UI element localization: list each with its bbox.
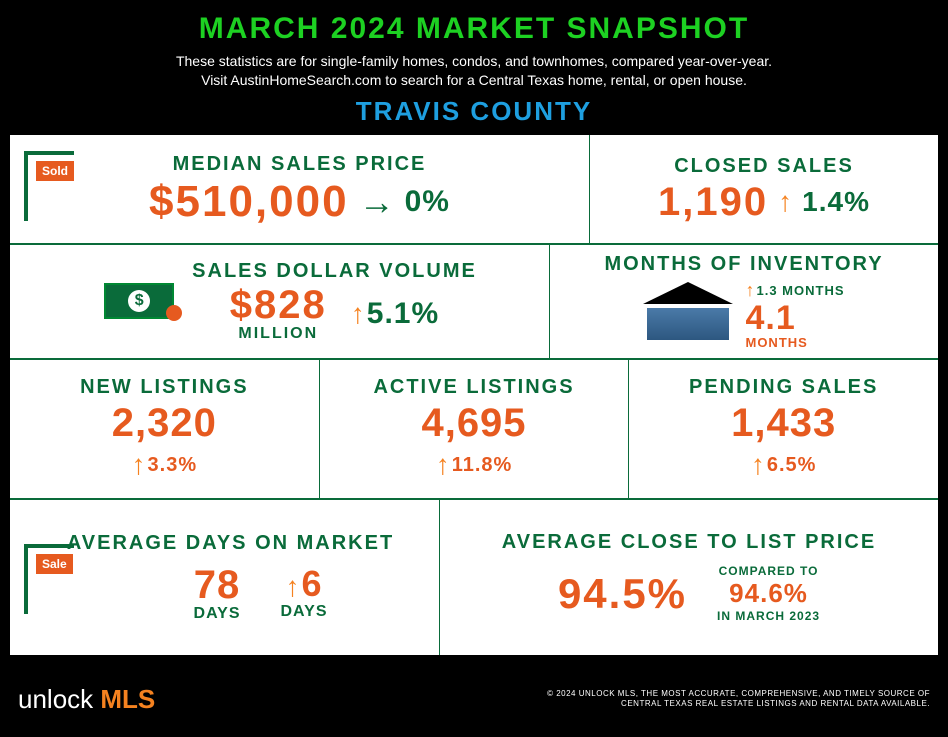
compare-prefix: COMPARED TO (719, 564, 819, 578)
stat-close-to-list: AVERAGE CLOSE TO LIST PRICE 94.5% COMPAR… (440, 500, 938, 655)
active-listings-value: 4,695 (421, 403, 526, 443)
dom-change-value: 6 (301, 566, 322, 602)
closed-sales-label: CLOSED SALES (674, 155, 854, 178)
dollar-volume-unit: MILLION (238, 325, 318, 343)
logo-text-a: unlock (18, 684, 100, 714)
inventory-label: MONTHS OF INVENTORY (604, 253, 883, 276)
footer-copyright: © 2024 UNLOCK MLS, THE MOST ACCURATE, CO… (510, 689, 930, 710)
sold-sign-icon: Sold (18, 151, 78, 221)
stat-days-on-market: Sale AVERAGE DAYS ON MARKET 78 DAYS ↑ 6 … (10, 500, 440, 655)
dollar-bill-icon: $ (104, 283, 174, 319)
new-listings-change: 3.3% (148, 454, 198, 477)
median-price-value: $510,000 (149, 180, 349, 224)
pending-sales-value: 1,433 (731, 403, 836, 443)
up-arrow-icon: ↑ (778, 186, 792, 218)
sale-sign-text: Sale (36, 554, 73, 574)
dom-change-unit: DAYS (281, 603, 328, 621)
header-subtitle: These statistics are for single-family h… (0, 52, 948, 90)
up-arrow-icon: ↑ (351, 298, 365, 330)
active-listings-change: 11.8% (452, 454, 513, 477)
header-title: MARCH 2024 MARKET SNAPSHOT (0, 12, 948, 46)
pending-sales-label: PENDING SALES (689, 376, 878, 399)
new-listings-label: NEW LISTINGS (80, 376, 248, 399)
compare-suffix: IN MARCH 2023 (717, 609, 820, 623)
stat-pending-sales: PENDING SALES 1,433 ↑ 6.5% (629, 360, 938, 498)
stats-panel: Sold MEDIAN SALES PRICE $510,000 → 0% CL… (10, 135, 938, 655)
up-arrow-icon: ↑ (285, 571, 299, 603)
stat-sales-dollar-volume: $ SALES DOLLAR VOLUME $828 MILLION ↑ 5.1… (10, 245, 550, 358)
header: MARCH 2024 MARKET SNAPSHOT These statist… (0, 0, 948, 135)
dom-value: 78 (194, 565, 241, 605)
unlock-mls-logo: unlock MLS (18, 684, 155, 715)
pending-sales-change: 6.5% (767, 454, 817, 477)
dom-unit: DAYS (194, 605, 241, 623)
house-icon (643, 290, 733, 340)
new-listings-value: 2,320 (112, 403, 217, 443)
median-price-label: MEDIAN SALES PRICE (173, 153, 427, 176)
dollar-volume-change: 5.1% (367, 297, 439, 331)
dollar-volume-label: SALES DOLLAR VOLUME (192, 260, 477, 283)
up-arrow-icon: ↑ (132, 449, 146, 481)
flat-arrow-icon: → (359, 181, 395, 223)
closed-sales-value: 1,190 (658, 182, 768, 222)
inventory-value: 4.1 (745, 301, 795, 335)
stat-new-listings: NEW LISTINGS 2,320 ↑ 3.3% (10, 360, 320, 498)
dom-label: AVERAGE DAYS ON MARKET (67, 532, 394, 555)
county-name: TRAVIS COUNTY (0, 96, 948, 127)
inventory-unit: MONTHS (745, 335, 807, 350)
subtitle-line-2: Visit AustinHomeSearch.com to search for… (201, 72, 747, 88)
median-price-change: 0% (405, 185, 450, 219)
dollar-volume-value: $828 (230, 285, 327, 325)
footer: unlock MLS © 2024 UNLOCK MLS, THE MOST A… (0, 669, 948, 729)
inventory-change: 1.3 MONTHS (756, 283, 844, 298)
close-to-list-label: AVERAGE CLOSE TO LIST PRICE (502, 531, 876, 554)
close-to-list-value: 94.5% (558, 573, 687, 615)
logo-text-b: MLS (100, 684, 155, 714)
up-arrow-icon: ↑ (436, 449, 450, 481)
stat-median-sales-price: Sold MEDIAN SALES PRICE $510,000 → 0% (10, 135, 590, 243)
sale-sign-icon: Sale (18, 544, 78, 614)
sold-sign-text: Sold (36, 161, 74, 181)
stat-months-inventory: MONTHS OF INVENTORY ↑ 1.3 MONTHS 4.1 MON… (550, 245, 938, 358)
compare-value: 94.6% (729, 578, 808, 609)
up-arrow-icon: ↑ (751, 449, 765, 481)
up-arrow-icon: ↑ (745, 280, 754, 301)
closed-sales-change: 1.4% (802, 186, 870, 218)
active-listings-label: ACTIVE LISTINGS (373, 376, 574, 399)
stat-closed-sales: CLOSED SALES 1,190 ↑ 1.4% (590, 135, 938, 243)
stat-active-listings: ACTIVE LISTINGS 4,695 ↑ 11.8% (320, 360, 630, 498)
subtitle-line-1: These statistics are for single-family h… (176, 53, 772, 69)
